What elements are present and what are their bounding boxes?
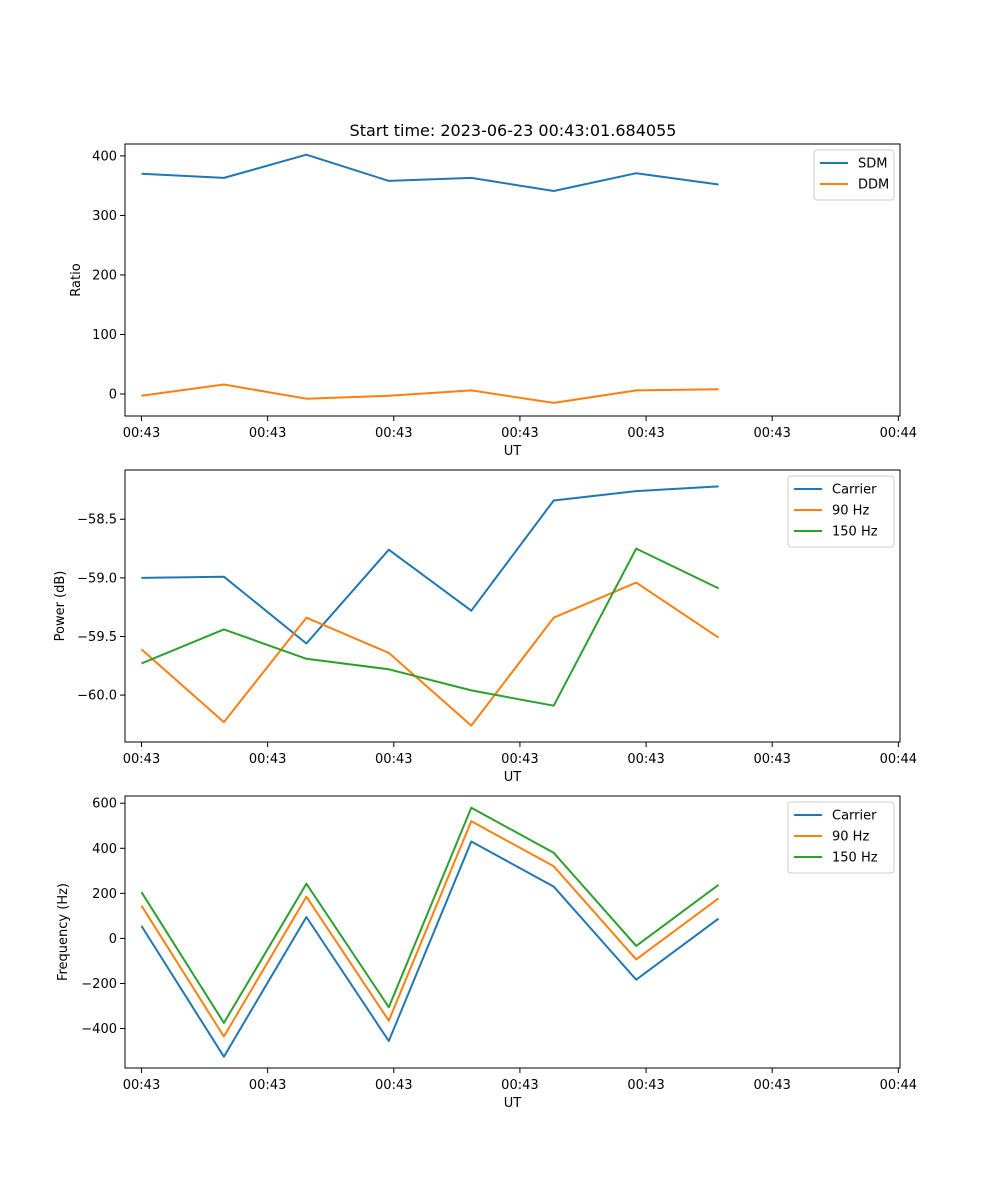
legend: SDM DDM <box>813 149 895 201</box>
x-tick-label: 00:43 <box>249 1078 286 1093</box>
y-axis-label: Power (dB) <box>53 571 68 642</box>
series-line-ddm <box>141 383 719 404</box>
chart-title: Start time: 2023-06-23 00:43:01.684055 <box>350 121 677 140</box>
x-tick-label: 00:43 <box>123 752 160 767</box>
legend-label: 90 Hz <box>832 830 869 845</box>
x-tick-label: 00:43 <box>627 426 664 441</box>
y-tick-label: −400 <box>81 1022 117 1037</box>
y-tick-label: 300 <box>92 209 117 224</box>
y-tick-label: 200 <box>92 268 117 283</box>
x-tick-label: 00:43 <box>753 426 790 441</box>
x-tick-label: 00:43 <box>375 752 412 767</box>
legend-label: SDM <box>858 157 887 172</box>
axes-frame <box>124 143 901 417</box>
axes-frame <box>124 795 901 1069</box>
x-tick-label: 00:43 <box>249 426 286 441</box>
x-axis-label: UT <box>504 770 522 785</box>
x-axis-label: UT <box>504 444 522 459</box>
x-tick-label: 00:43 <box>753 752 790 767</box>
series-line-150-hz <box>140 806 720 1024</box>
x-tick-label: 00:43 <box>627 752 664 767</box>
y-tick-label: −58.5 <box>77 513 117 528</box>
legend-label: 150 Hz <box>832 525 878 540</box>
y-tick-label: 200 <box>92 887 117 902</box>
legend-box <box>787 801 895 874</box>
frequency-panel: 00:43 00:43 00:43 00:43 00:43 00:43 00:44 −400 −… <box>56 795 917 1111</box>
x-tick-label: 00:43 <box>501 426 538 441</box>
legend-label: 150 Hz <box>832 851 878 866</box>
x-tick-label: 00:44 <box>880 1078 917 1093</box>
series-line-150-hz <box>141 547 720 707</box>
legend-label: 90 Hz <box>832 504 869 519</box>
x-tick-label: 00:43 <box>123 1078 160 1093</box>
y-tick-label: 400 <box>92 842 117 857</box>
legend: Carrier 90 Hz 150 Hz <box>787 801 895 874</box>
y-tick-label: 0 <box>109 932 117 947</box>
x-tick-label: 00:43 <box>375 426 412 441</box>
x-tick-label: 00:43 <box>753 1078 790 1093</box>
ratio-panel: 00:43 00:43 00:43 00:43 00:43 00:43 00:44 0 100 2… <box>69 143 917 459</box>
legend-label: DDM <box>858 178 889 193</box>
series-line-carrier <box>141 485 719 645</box>
x-tick-label: 00:43 <box>501 1078 538 1093</box>
y-axis-label: Ratio <box>69 263 84 296</box>
y-tick-label: 600 <box>92 797 117 812</box>
legend-label: Carrier <box>832 483 877 498</box>
legend-box <box>787 475 895 548</box>
power-panel: 00:43 00:43 00:43 00:43 00:43 00:43 00:44 −60.0… <box>53 469 917 785</box>
series-line-carrier <box>140 840 720 1058</box>
y-tick-label: 0 <box>109 387 117 402</box>
x-tick-label: 00:43 <box>501 752 538 767</box>
x-tick-label: 00:43 <box>375 1078 412 1093</box>
x-tick-label: 00:43 <box>123 426 160 441</box>
axes-frame <box>124 469 901 743</box>
y-tick-label: −59.0 <box>77 571 117 586</box>
x-tick-label: 00:43 <box>249 752 286 767</box>
series-line-sdm <box>141 153 719 192</box>
y-tick-label: −59.5 <box>77 630 117 645</box>
x-tick-label: 00:43 <box>627 1078 664 1093</box>
y-tick-label: 400 <box>92 149 117 164</box>
y-tick-label: −60.0 <box>77 689 117 704</box>
x-tick-label: 00:44 <box>880 426 917 441</box>
legend: Carrier 90 Hz 150 Hz <box>787 475 895 548</box>
x-tick-label: 00:44 <box>880 752 917 767</box>
y-tick-label: −200 <box>81 977 117 992</box>
y-tick-label: 100 <box>92 328 117 343</box>
legend-label: Carrier <box>832 809 877 824</box>
series-line-90-hz <box>140 581 720 727</box>
series-line-90-hz <box>140 820 720 1038</box>
x-axis-label: UT <box>504 1096 522 1111</box>
y-axis-label: Frequency (Hz) <box>56 883 71 981</box>
